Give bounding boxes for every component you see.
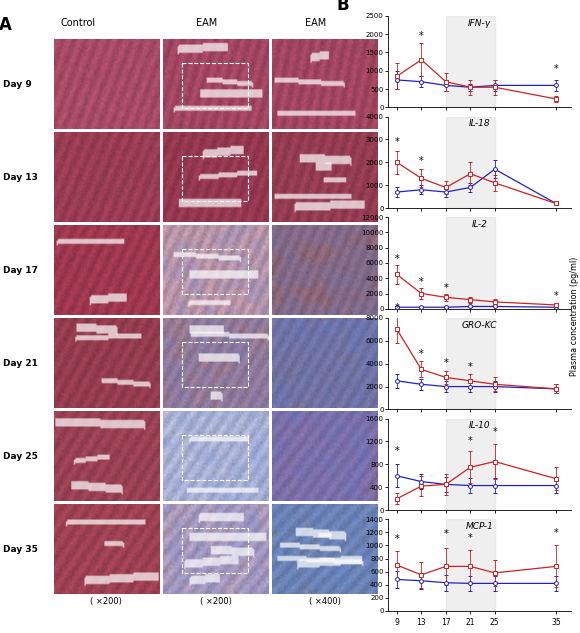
Text: EAM: EAM [195, 18, 217, 28]
Text: *: * [394, 446, 399, 456]
Text: *: * [468, 361, 473, 372]
Text: *: * [444, 529, 448, 539]
Text: IL-18: IL-18 [469, 119, 490, 128]
Text: *: * [394, 303, 399, 313]
Bar [446, 116, 495, 208]
Text: IL-2: IL-2 [472, 220, 487, 229]
Text: ( ×200): ( ×200) [90, 597, 122, 606]
Text: *: * [394, 254, 399, 264]
Bar [446, 318, 495, 410]
Bar [446, 519, 495, 611]
Text: Day 17: Day 17 [3, 266, 38, 275]
Text: *: * [554, 291, 559, 301]
Text: *: * [554, 528, 559, 537]
Text: *: * [468, 436, 473, 446]
Text: Day 9: Day 9 [3, 80, 32, 89]
Text: *: * [468, 533, 473, 543]
Text: *: * [554, 65, 559, 75]
Text: IL-10: IL-10 [469, 422, 490, 430]
Text: *: * [394, 534, 399, 544]
Text: Day 25: Day 25 [3, 452, 38, 461]
Text: *: * [444, 358, 448, 368]
Text: Day 35: Day 35 [3, 545, 38, 554]
Bar [446, 418, 495, 510]
Bar [446, 16, 495, 108]
Text: B: B [336, 0, 349, 14]
Text: Day 13: Day 13 [3, 173, 38, 182]
Text: Day 21: Day 21 [3, 359, 38, 368]
Text: GRO-KC: GRO-KC [462, 321, 497, 330]
Text: *: * [394, 137, 399, 147]
Text: Control: Control [61, 18, 96, 28]
Text: ( ×400): ( ×400) [309, 597, 340, 606]
Text: Plasma concentration (pg/ml): Plasma concentration (pg/ml) [570, 257, 579, 376]
Text: *: * [492, 427, 497, 437]
Text: *: * [444, 283, 448, 292]
Bar [446, 217, 495, 309]
Text: ( ×200): ( ×200) [200, 597, 231, 606]
Text: IFN-γ: IFN-γ [468, 18, 491, 28]
Text: *: * [419, 32, 424, 41]
Text: EAM: EAM [304, 18, 326, 28]
Text: *: * [419, 349, 424, 359]
Text: *: * [419, 277, 424, 287]
Text: *: * [419, 156, 424, 166]
Text: MCP-1: MCP-1 [466, 522, 494, 531]
Text: A: A [0, 16, 12, 34]
